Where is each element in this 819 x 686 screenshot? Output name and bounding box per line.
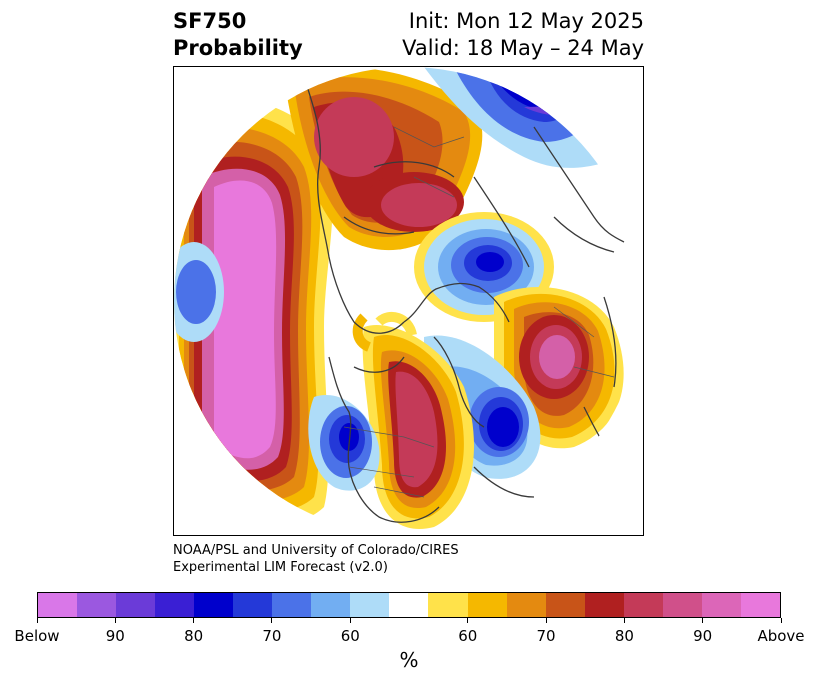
colorbar-segment xyxy=(623,593,663,617)
eurasia-above-anomaly xyxy=(284,67,483,251)
chart-title-right: Init: Mon 12 May 2025 Valid: 18 May – 24… xyxy=(402,8,644,62)
colorbar-segment xyxy=(389,593,429,617)
colorbar-tick-label: 70 xyxy=(536,627,556,645)
colorbar-tick xyxy=(114,618,116,623)
credit-line-1: NOAA/PSL and University of Colorado/CIRE… xyxy=(173,543,459,558)
colorbar-segment xyxy=(545,593,585,617)
colorbar-unit: % xyxy=(399,648,419,672)
colorbar-segment xyxy=(428,593,468,617)
colorbar-tick xyxy=(36,618,38,623)
colorbar-segment xyxy=(350,593,390,617)
colorbar-tick-label: Above xyxy=(757,627,805,645)
colorbar-ticks xyxy=(0,618,819,626)
colorbar-tick xyxy=(349,618,351,623)
colorbar-tick-label: 90 xyxy=(105,627,125,645)
colorbar-segment xyxy=(506,593,546,617)
colorbar-segment xyxy=(77,593,117,617)
colorbar-tick-label: 90 xyxy=(693,627,713,645)
colorbar-tick-label: Below xyxy=(14,627,60,645)
forecast-map xyxy=(173,66,644,536)
colorbar-segment xyxy=(116,593,156,617)
colorbar-segment xyxy=(701,593,741,617)
nw-america-below-anomaly xyxy=(308,395,380,491)
colorbar xyxy=(37,592,781,618)
colorbar-segment xyxy=(272,593,312,617)
colorbar-tick-label: 70 xyxy=(262,627,282,645)
colorbar-tick-label: 80 xyxy=(614,627,634,645)
credit-text: NOAA/PSL and University of Colorado/CIRE… xyxy=(173,542,459,576)
borders xyxy=(343,126,615,498)
aleutian-below-anomaly xyxy=(174,242,224,342)
init-date: Init: Mon 12 May 2025 xyxy=(408,9,644,33)
colorbar-tick-label: 60 xyxy=(458,627,478,645)
colorbar-segment xyxy=(233,593,273,617)
variable-name: SF750 xyxy=(173,9,247,33)
colorbar-tick xyxy=(271,618,273,623)
chart-title-left: SF750 Probability xyxy=(173,8,303,62)
colorbar-segment xyxy=(194,593,234,617)
colorbar-tick xyxy=(545,618,547,623)
colorbar-segment xyxy=(584,593,624,617)
product-name: Probability xyxy=(173,36,303,60)
credit-line-2: Experimental LIM Forecast (v2.0) xyxy=(173,560,388,575)
colorbar-segment xyxy=(662,593,702,617)
colorbar-segment xyxy=(155,593,195,617)
shaded-probability-field xyxy=(174,67,642,535)
namerica-above-anomaly xyxy=(362,325,474,529)
colorbar-segment xyxy=(467,593,507,617)
colorbar-segment xyxy=(311,593,351,617)
colorbar-tick xyxy=(780,618,782,623)
colorbar-tick xyxy=(193,618,195,623)
colorbar-segment xyxy=(740,593,780,617)
colorbar-tick xyxy=(467,618,469,623)
valid-range: Valid: 18 May – 24 May xyxy=(402,36,644,60)
probability-map-svg xyxy=(174,67,642,535)
colorbar-tick xyxy=(623,618,625,623)
colorbar-tick-label: 80 xyxy=(184,627,204,645)
colorbar-tick xyxy=(702,618,704,623)
colorbar-segment xyxy=(38,593,78,617)
colorbar-tick-label: 60 xyxy=(340,627,360,645)
east-above-anomaly xyxy=(494,287,624,449)
pacific-above-anomaly xyxy=(174,97,333,526)
